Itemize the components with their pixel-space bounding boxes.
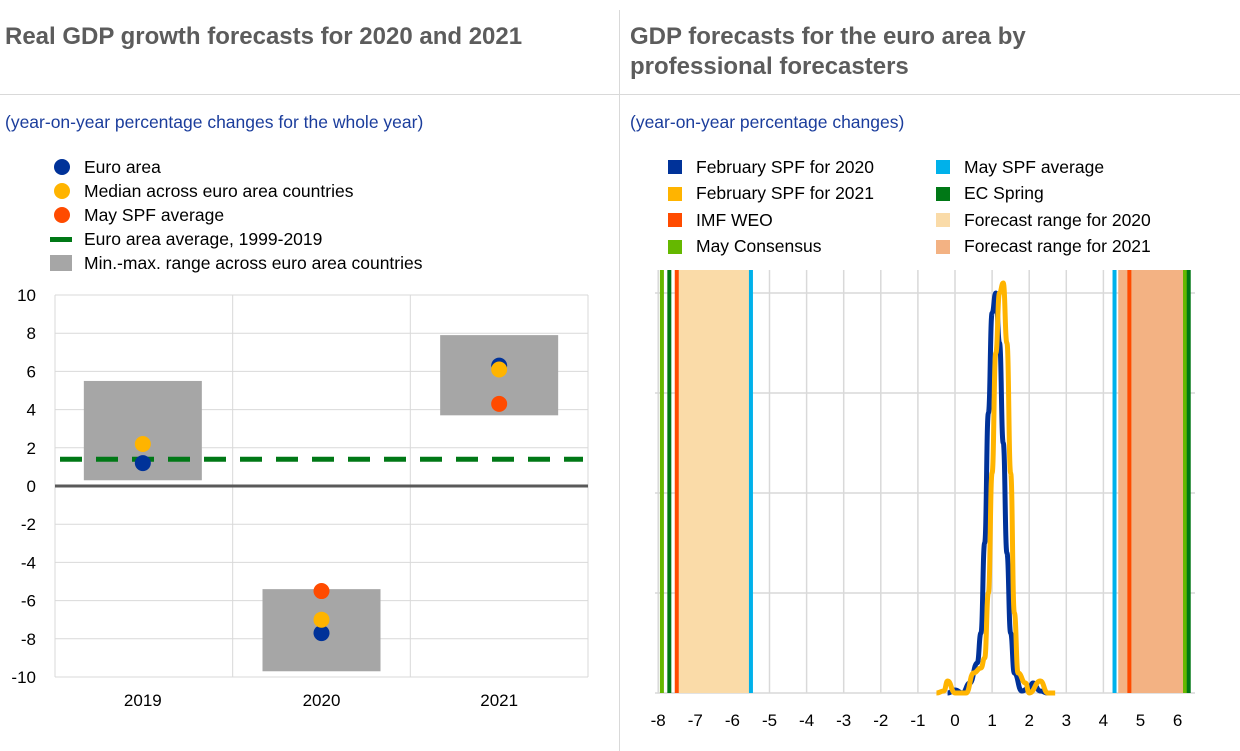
legend-swatch-icon bbox=[936, 213, 950, 228]
x-tick-label: 0 bbox=[950, 711, 959, 730]
legend-swatch-icon bbox=[936, 239, 950, 254]
x-tick-label: -2 bbox=[873, 711, 888, 730]
y-tick-label: -8 bbox=[21, 630, 36, 649]
x-tick-label: 5 bbox=[1136, 711, 1145, 730]
left-legend: Euro area Median across euro area countri… bbox=[50, 155, 422, 275]
legend-swatch-icon bbox=[668, 160, 682, 175]
x-tick-label: 2021 bbox=[480, 691, 518, 710]
data-point bbox=[134, 455, 151, 472]
data-point bbox=[134, 435, 151, 452]
legend-dot-icon bbox=[54, 183, 70, 199]
density-curve bbox=[936, 280, 1056, 696]
y-tick-label: 2 bbox=[27, 439, 36, 458]
x-tick-label: 6 bbox=[1173, 711, 1182, 730]
right-chart-title: GDP forecasts for the euro area by profes… bbox=[630, 22, 1026, 82]
y-tick-label: -4 bbox=[21, 553, 36, 572]
right-title-line2: professional forecasters bbox=[630, 53, 909, 80]
legend-item: February SPF for 2020 bbox=[668, 154, 936, 181]
x-tick-label: -5 bbox=[762, 711, 777, 730]
x-tick-label: 3 bbox=[1062, 711, 1071, 730]
legend-label: February SPF for 2021 bbox=[696, 183, 874, 204]
legend-box-icon bbox=[50, 255, 72, 271]
legend-item: May SPF average bbox=[50, 203, 422, 227]
right-legend: February SPF for 2020 May SPF average Febr… bbox=[668, 154, 1228, 260]
legend-item: Forecast range for 2021 bbox=[936, 234, 1206, 261]
y-tick-label: 8 bbox=[27, 324, 36, 343]
left-chart: 10 8 6 4 2 0 -2 -4 -6 -8 -10 2019 2020 2021 bbox=[11, 286, 589, 710]
x-tick-label: 4 bbox=[1099, 711, 1108, 730]
legend-dot-icon bbox=[54, 159, 70, 175]
left-chart-subtitle: (year-on-year percentage changes for the… bbox=[5, 112, 424, 132]
y-tick-label: 0 bbox=[27, 477, 36, 496]
legend-swatch-icon bbox=[668, 239, 682, 254]
x-tick-label: -7 bbox=[688, 711, 703, 730]
right-title-line1: GDP forecasts for the euro area by bbox=[630, 23, 1026, 50]
data-point bbox=[313, 583, 330, 600]
x-tick-label: -3 bbox=[836, 711, 851, 730]
data-point bbox=[491, 395, 508, 412]
y-tick-label: -10 bbox=[11, 668, 36, 687]
x-tick-label: 2020 bbox=[303, 691, 341, 710]
x-tick-label: 1 bbox=[987, 711, 996, 730]
x-tick-label: -6 bbox=[725, 711, 740, 730]
legend-dash-icon bbox=[50, 236, 72, 242]
legend-item: Forecast range for 2020 bbox=[936, 207, 1206, 234]
legend-swatch-icon bbox=[668, 186, 682, 201]
y-tick-label: -2 bbox=[21, 515, 36, 534]
header-rule bbox=[0, 94, 1240, 95]
legend-label: May SPF average bbox=[964, 156, 1105, 177]
x-tick-label: -4 bbox=[799, 711, 814, 730]
forecast-range bbox=[676, 270, 751, 693]
left-chart-title: Real GDP growth forecasts for 2020 and 2… bbox=[5, 23, 523, 50]
legend-label: EC Spring bbox=[964, 183, 1044, 204]
data-point bbox=[313, 625, 330, 642]
y-tick-label: 6 bbox=[27, 362, 36, 381]
legend-label: Median across euro area countries bbox=[84, 180, 354, 201]
legend-item: Min.-max. range across euro area countri… bbox=[50, 251, 422, 275]
legend-item: EC Spring bbox=[936, 181, 1206, 208]
legend-swatch-icon bbox=[668, 213, 682, 228]
x-tick-label: 2019 bbox=[124, 691, 162, 710]
right-chart: -8 -7 -6 -5 -4 -3 -2 -1 0 1 2 3 4 5 6 bbox=[651, 270, 1195, 730]
legend-label: Min.-max. range across euro area countri… bbox=[84, 252, 423, 273]
legend-label: May Consensus bbox=[696, 236, 822, 257]
legend-swatch-icon bbox=[936, 160, 950, 175]
legend-item: IMF WEO bbox=[668, 207, 936, 234]
y-tick-label: -6 bbox=[21, 592, 36, 611]
legend-item: May Consensus bbox=[668, 234, 936, 261]
legend-label: IMF WEO bbox=[696, 209, 773, 230]
x-tick-label: -8 bbox=[651, 711, 666, 730]
right-chart-subtitle: (year-on-year percentage changes) bbox=[630, 112, 905, 132]
legend-item: Euro area bbox=[50, 155, 422, 179]
legend-dot-icon bbox=[54, 207, 70, 223]
data-point bbox=[313, 611, 330, 628]
legend-label: February SPF for 2020 bbox=[696, 156, 874, 177]
legend-item: February SPF for 2021 bbox=[668, 181, 936, 208]
legend-swatch-icon bbox=[936, 186, 950, 201]
legend-label: Euro area bbox=[84, 156, 161, 177]
legend-label: Forecast range for 2021 bbox=[964, 236, 1151, 257]
legend-label: May SPF average bbox=[84, 204, 225, 225]
x-tick-label: 2 bbox=[1024, 711, 1033, 730]
x-tick-label: -1 bbox=[910, 711, 925, 730]
legend-label: Euro area average, 1999-2019 bbox=[84, 228, 323, 249]
y-tick-label: 10 bbox=[17, 286, 36, 305]
legend-item: May SPF average bbox=[936, 154, 1206, 181]
legend-item: Euro area average, 1999-2019 bbox=[50, 227, 422, 251]
data-point bbox=[491, 361, 508, 378]
y-tick-label: 4 bbox=[27, 401, 36, 420]
legend-item: Median across euro area countries bbox=[50, 179, 422, 203]
panel-divider bbox=[619, 10, 620, 751]
legend-label: Forecast range for 2020 bbox=[964, 209, 1151, 230]
